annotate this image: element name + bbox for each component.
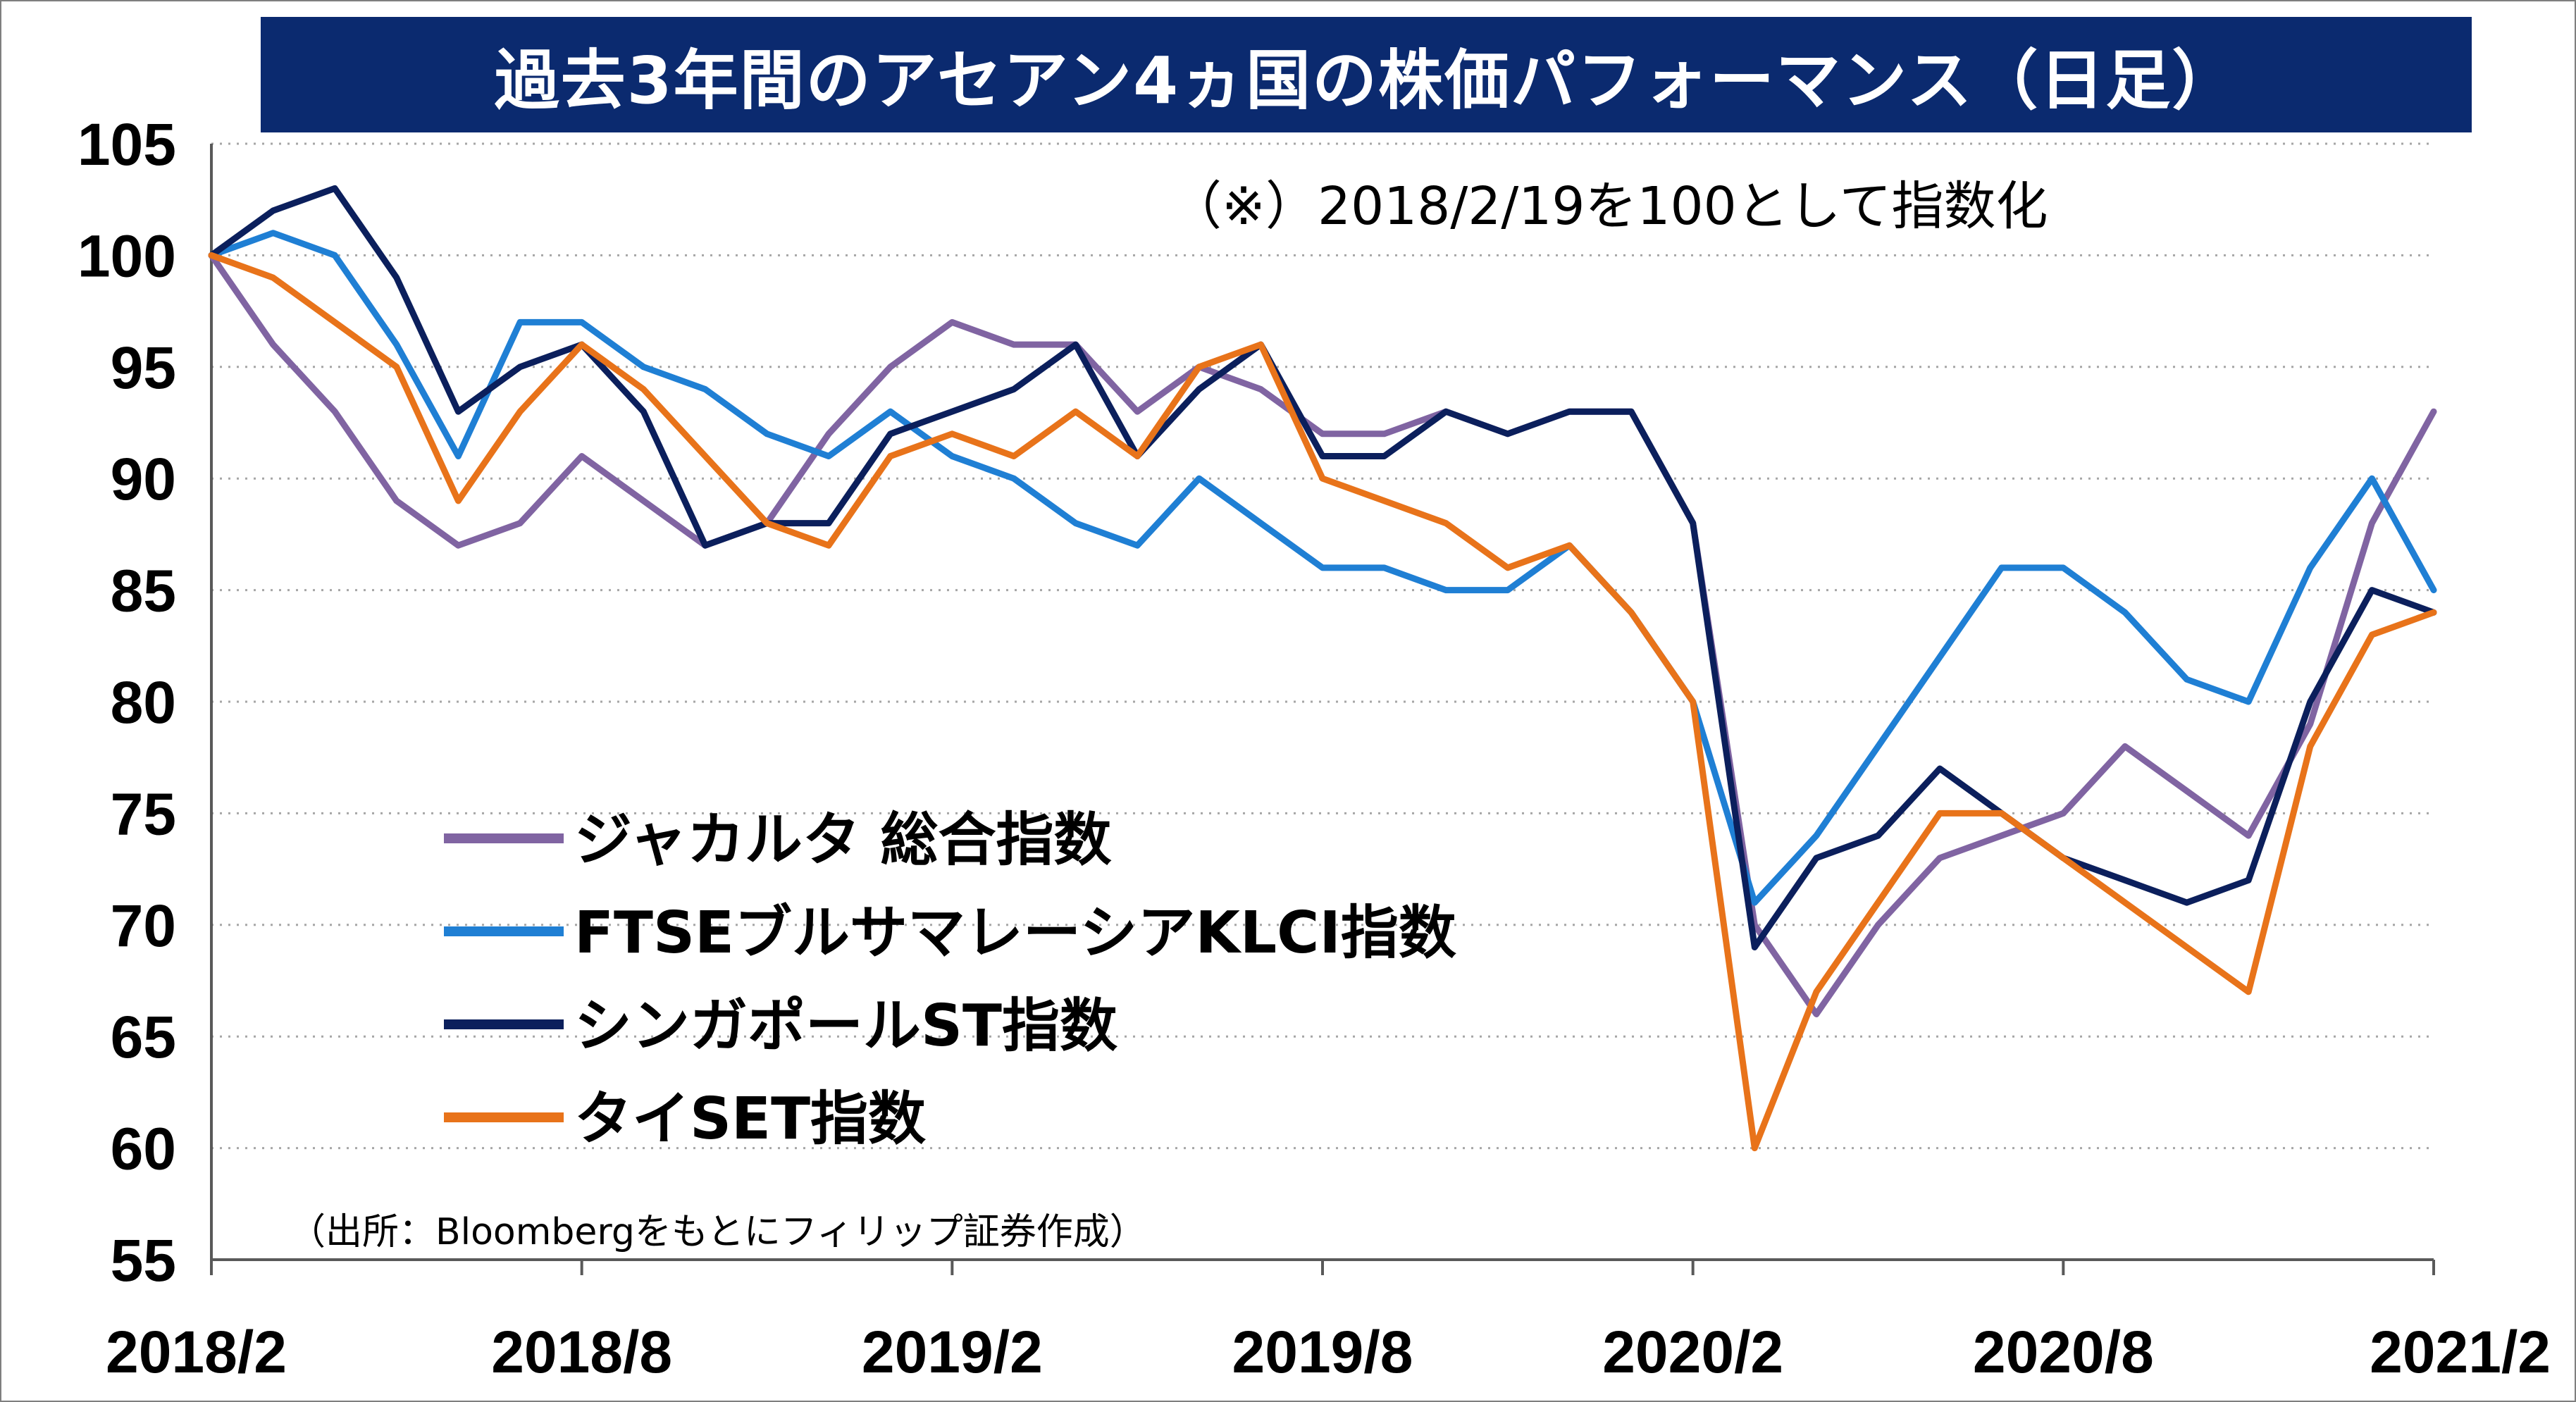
y-tick-label: 80 <box>111 669 176 736</box>
x-tick-labels: 2018/2 2018/8 2019/2 2019/8 2020/2 2020/8 2021… <box>106 1319 2551 1385</box>
y-tick-label: 95 <box>111 335 176 401</box>
y-tick-label: 85 <box>111 558 176 624</box>
legend-label: シンガポールST指数 <box>574 993 1117 1060</box>
y-tick-label: 90 <box>111 446 176 512</box>
x-tick-label: 2018/2 <box>106 1319 287 1385</box>
legend-label: FTSEブルサマレーシアKLCI指数 <box>574 900 1456 967</box>
y-tick-labels: 105 100 95 90 85 80 75 70 65 60 55 <box>78 111 176 1294</box>
series-line-2 <box>208 230 2437 906</box>
x-tick-label: 2020/2 <box>1602 1319 1783 1385</box>
y-tick-label: 55 <box>111 1227 176 1294</box>
y-tick-label: 75 <box>111 781 176 847</box>
series-line-1 <box>208 252 2437 1017</box>
y-tick-label: 65 <box>111 1004 176 1070</box>
series-line-4 <box>208 252 2437 1152</box>
chart-title: 過去3年間のアセアン4ヵ国の株価パフォーマンス（日足） <box>261 17 2472 132</box>
y-tick-label: 105 <box>78 111 176 178</box>
y-tick-label: 70 <box>111 893 176 959</box>
source-note: （出所：Bloombergをもとにフィリップ証券作成） <box>289 1211 1146 1253</box>
x-tick-label: 2019/8 <box>1232 1319 1413 1385</box>
legend-label: ジャカルタ 総合指数 <box>574 807 1111 874</box>
legend-label: タイSET指数 <box>574 1086 926 1153</box>
y-tick-label: 60 <box>111 1116 176 1182</box>
x-tick-label: 2020/8 <box>1973 1319 2154 1385</box>
grid-lines <box>211 142 2434 1150</box>
legend: ジャカルタ 総合指数 FTSEブルサマレーシアKLCI指数シンガポールST指数タイ… <box>444 807 1456 1153</box>
x-tick-label: 2019/2 <box>862 1319 1043 1385</box>
series-lines <box>208 185 2437 1152</box>
y-tick-label: 100 <box>78 223 176 289</box>
index-note: （※）2018/2/19を100として指数化 <box>1170 176 2048 237</box>
x-tick-label: 2021/2 <box>2370 1319 2551 1385</box>
axes <box>210 144 2435 1275</box>
x-tick-label: 2018/8 <box>491 1319 672 1385</box>
